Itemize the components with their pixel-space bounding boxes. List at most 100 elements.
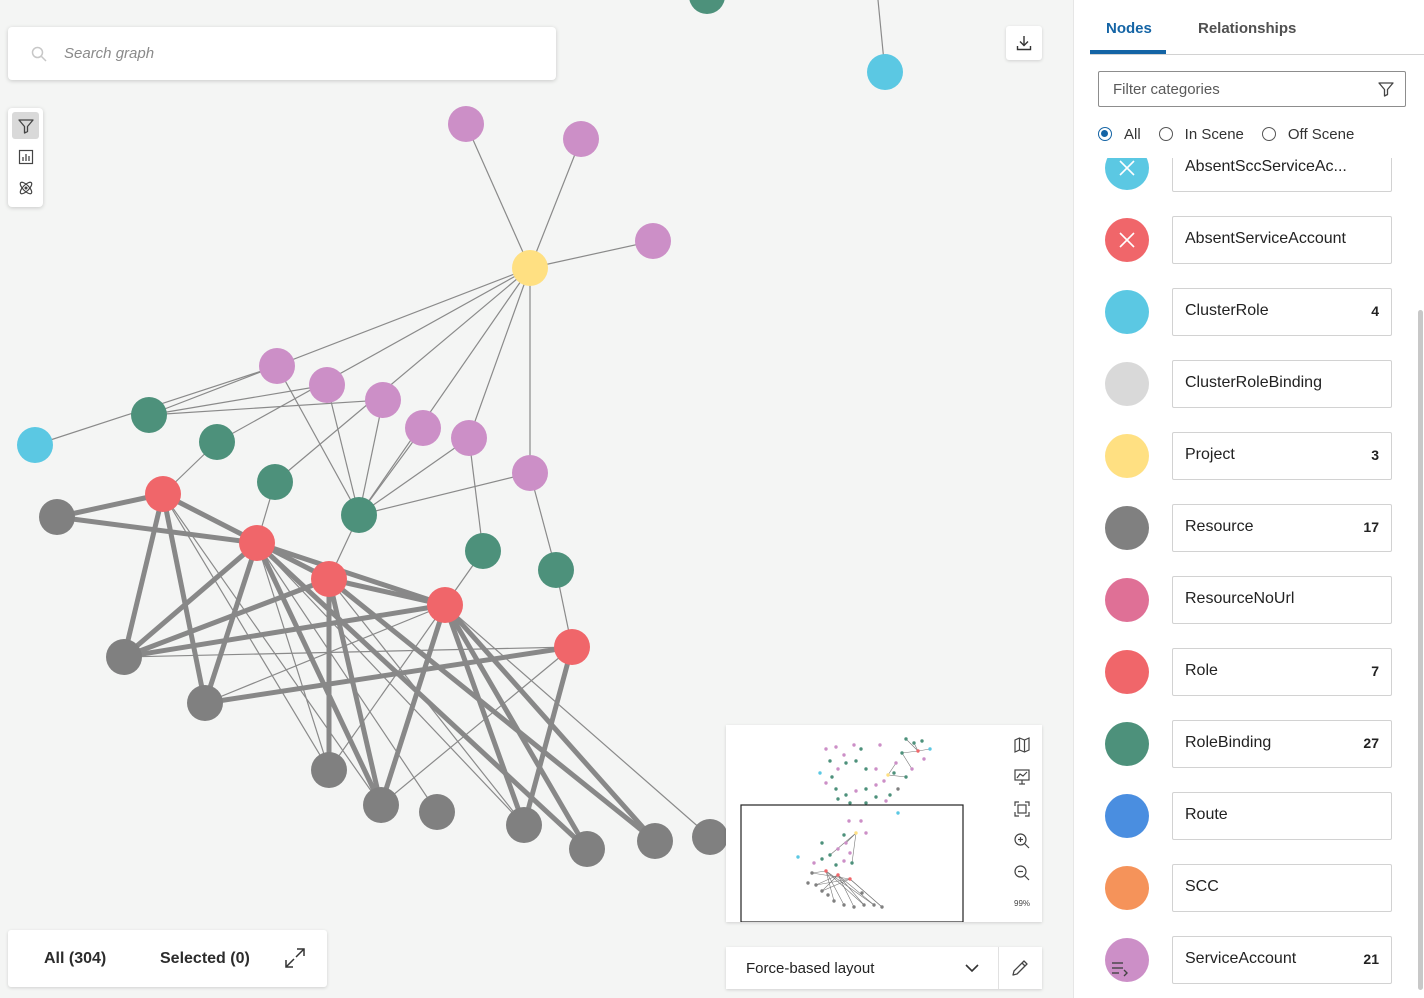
radio-off-scene[interactable]: Off Scene bbox=[1261, 126, 1354, 143]
category-color-swatch[interactable] bbox=[1105, 578, 1149, 622]
search-input[interactable] bbox=[62, 44, 526, 63]
edit-layout-icon[interactable] bbox=[1010, 958, 1030, 978]
graph-edge[interactable] bbox=[148, 267, 531, 416]
graph-edge[interactable] bbox=[442, 604, 527, 826]
graph-edge[interactable] bbox=[204, 644, 573, 706]
download-button[interactable] bbox=[1006, 26, 1042, 60]
graph-node[interactable] bbox=[17, 427, 53, 463]
graph-edge[interactable] bbox=[328, 576, 446, 608]
category-color-swatch[interactable] bbox=[1105, 722, 1149, 766]
category-color-swatch[interactable] bbox=[1105, 362, 1149, 406]
graph-edge[interactable] bbox=[465, 123, 531, 269]
graph-edge[interactable] bbox=[123, 576, 330, 660]
category-row[interactable]: AbsentSccServiceAc... bbox=[1074, 158, 1419, 192]
graph-edge[interactable] bbox=[380, 646, 573, 806]
category-button[interactable]: RoleBinding 27 bbox=[1172, 720, 1392, 768]
category-button[interactable]: SCC bbox=[1172, 864, 1392, 912]
category-color-swatch[interactable] bbox=[1105, 866, 1149, 910]
graph-edge[interactable] bbox=[327, 577, 657, 843]
graph-edge[interactable] bbox=[274, 267, 531, 483]
graph-node[interactable] bbox=[257, 464, 293, 500]
radio-in-scene[interactable]: In Scene bbox=[1158, 126, 1244, 143]
graph-node[interactable] bbox=[689, 0, 725, 14]
category-color-swatch[interactable] bbox=[1105, 290, 1149, 334]
graph-edge[interactable] bbox=[148, 384, 328, 416]
graph-node[interactable] bbox=[259, 348, 295, 384]
graph-edge[interactable] bbox=[468, 267, 531, 439]
sort-icon[interactable] bbox=[1110, 958, 1130, 978]
map-toggle-button[interactable] bbox=[1010, 733, 1034, 757]
category-row[interactable]: AbsentServiceAccount bbox=[1074, 216, 1419, 264]
category-row[interactable]: RoleBinding 27 bbox=[1074, 720, 1419, 768]
graph-node[interactable] bbox=[309, 367, 345, 403]
tab-relationships[interactable]: Relationships bbox=[1198, 20, 1297, 37]
category-button[interactable]: Route bbox=[1172, 792, 1392, 840]
graph-node[interactable] bbox=[867, 54, 903, 90]
graph-edge[interactable] bbox=[378, 604, 448, 806]
category-button[interactable]: ClusterRoleBinding bbox=[1172, 360, 1392, 408]
category-row[interactable]: Project 3 bbox=[1074, 432, 1419, 480]
graph-node[interactable] bbox=[106, 639, 142, 675]
category-color-swatch[interactable] bbox=[1105, 650, 1149, 694]
graph-edge[interactable] bbox=[358, 472, 531, 516]
graph-node[interactable] bbox=[563, 121, 599, 157]
zoom-in-button[interactable] bbox=[1010, 829, 1034, 853]
graph-edge[interactable] bbox=[56, 514, 258, 546]
graph-node[interactable] bbox=[512, 250, 548, 286]
tab-nodes[interactable]: Nodes bbox=[1106, 20, 1152, 37]
graph-node[interactable] bbox=[199, 424, 235, 460]
category-row[interactable]: ServiceAccount 21 bbox=[1074, 936, 1419, 984]
category-color-swatch[interactable] bbox=[1105, 218, 1149, 262]
graph-node[interactable] bbox=[419, 794, 455, 830]
category-button[interactable]: AbsentSccServiceAc... bbox=[1172, 158, 1392, 192]
graph-node[interactable] bbox=[239, 525, 275, 561]
graph-node[interactable] bbox=[405, 410, 441, 446]
search-bar[interactable] bbox=[8, 27, 556, 80]
selected-count-button[interactable]: Selected (0) bbox=[160, 949, 250, 967]
graph-node[interactable] bbox=[448, 106, 484, 142]
minimap[interactable]: 99% bbox=[726, 725, 1042, 922]
graph-edge[interactable] bbox=[358, 427, 424, 516]
category-row[interactable]: SCC bbox=[1074, 864, 1419, 912]
graph-node[interactable] bbox=[692, 819, 728, 855]
graph-node[interactable] bbox=[635, 223, 671, 259]
category-filter-input[interactable] bbox=[1111, 80, 1365, 99]
minimap-viewport[interactable] bbox=[740, 804, 964, 922]
graph-edge[interactable] bbox=[256, 540, 446, 608]
radio-all[interactable]: All bbox=[1098, 126, 1141, 143]
graph-canvas[interactable]: All (304) Selected (0) 9 bbox=[0, 0, 1073, 998]
atom-tool-button[interactable] bbox=[12, 174, 39, 201]
graph-edge[interactable] bbox=[123, 602, 446, 660]
graph-node[interactable] bbox=[365, 382, 401, 418]
graph-edge[interactable] bbox=[276, 365, 360, 516]
layout-select[interactable]: Force-based layout bbox=[726, 947, 999, 989]
graph-node[interactable] bbox=[451, 420, 487, 456]
category-button[interactable]: ClusterRole 4 bbox=[1172, 288, 1392, 336]
category-row[interactable]: Route bbox=[1074, 792, 1419, 840]
graph-edge[interactable] bbox=[202, 542, 260, 704]
category-row[interactable]: Role 7 bbox=[1074, 648, 1419, 696]
category-button[interactable]: Role 7 bbox=[1172, 648, 1392, 696]
graph-edge[interactable] bbox=[358, 399, 384, 516]
graph-edge[interactable] bbox=[204, 604, 446, 704]
category-list[interactable]: AbsentSccServiceAc... AbsentServiceAccoun… bbox=[1074, 158, 1419, 998]
graph-edge[interactable] bbox=[328, 604, 446, 771]
graph-edge[interactable] bbox=[148, 399, 384, 416]
category-row[interactable]: Resource 17 bbox=[1074, 504, 1419, 552]
filter-tool-button[interactable] bbox=[12, 112, 39, 139]
graph-edge[interactable] bbox=[160, 493, 208, 704]
graph-edge[interactable] bbox=[358, 267, 531, 516]
scrollbar-thumb[interactable] bbox=[1418, 310, 1423, 990]
category-button[interactable]: Resource 17 bbox=[1172, 504, 1392, 552]
graph-edge[interactable] bbox=[255, 541, 589, 851]
graph-node[interactable] bbox=[311, 561, 347, 597]
graph-node[interactable] bbox=[187, 685, 223, 721]
category-color-swatch[interactable] bbox=[1105, 158, 1149, 190]
graph-node[interactable] bbox=[506, 807, 542, 843]
category-button[interactable]: AbsentServiceAccount bbox=[1172, 216, 1392, 264]
category-filter[interactable] bbox=[1098, 71, 1406, 107]
category-button[interactable]: ResourceNoUrl bbox=[1172, 576, 1392, 624]
graph-node[interactable] bbox=[554, 629, 590, 665]
minimap-view[interactable] bbox=[726, 725, 1006, 922]
graph-edge[interactable] bbox=[216, 267, 531, 443]
